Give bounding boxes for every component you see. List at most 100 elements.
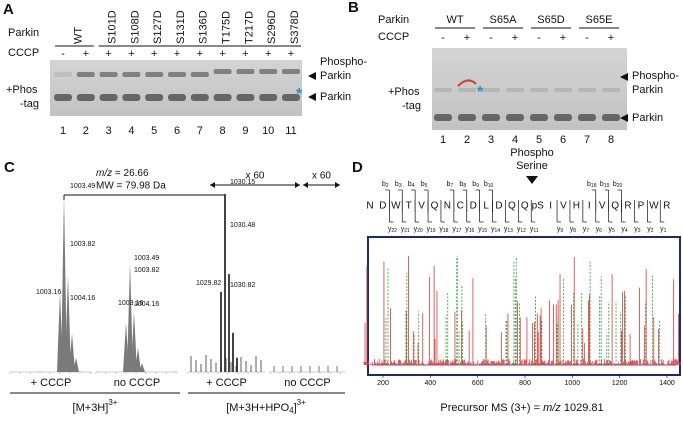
ion-tail: ] <box>294 402 297 414</box>
peak <box>139 363 145 372</box>
band <box>482 114 500 121</box>
panel-letter: D <box>352 159 363 176</box>
residue: Q <box>521 201 529 212</box>
gel-label: +Phos <box>6 84 38 96</box>
y-ion: y20 <box>414 226 423 234</box>
ion-index: 7 <box>586 228 589 234</box>
ion-index: 5 <box>612 228 615 234</box>
peak <box>135 347 141 372</box>
band-label: Parkin <box>320 91 351 103</box>
lane-number: 8 <box>220 125 226 137</box>
b-ion: b19 <box>600 181 610 189</box>
band <box>168 72 186 77</box>
y-ion: y13 <box>504 226 513 234</box>
band <box>168 94 186 101</box>
asterisk: * <box>477 84 484 101</box>
band <box>190 72 209 77</box>
lane-number: 6 <box>174 125 180 137</box>
peak-label: 1003.49 <box>134 255 159 262</box>
peak-label: 1030.15 <box>230 179 255 186</box>
lane-number: 9 <box>242 125 248 137</box>
band <box>282 94 300 101</box>
ion-letter: b <box>459 181 463 188</box>
band <box>506 88 524 92</box>
cccp-sign: + <box>83 48 89 60</box>
group-label: S65D <box>537 14 565 26</box>
ion-letter: y <box>660 226 664 233</box>
b-ion: b3 <box>395 181 402 189</box>
peak <box>65 274 71 372</box>
b-ion: b7 <box>447 181 454 189</box>
ion-base: [M+3H] <box>73 402 109 414</box>
condition: + CCCP <box>31 377 72 389</box>
band <box>434 114 452 121</box>
ion-letter: y <box>414 226 418 233</box>
x-tick-label: 600 <box>472 380 484 387</box>
peak-label: 1029.82 <box>196 280 221 287</box>
band <box>259 94 278 101</box>
band <box>506 114 524 121</box>
y-ion: y15 <box>478 226 487 234</box>
residue: N <box>444 201 451 212</box>
ion-index: 18 <box>443 228 449 234</box>
band <box>259 69 278 74</box>
ion-letter: y <box>621 226 625 233</box>
lane-label: S101D <box>107 10 119 44</box>
site-label: Phospho <box>510 147 553 159</box>
lane-label: S378D <box>289 10 301 44</box>
b-ion: b9 <box>472 181 479 189</box>
arrowhead <box>620 73 628 81</box>
band <box>76 72 95 77</box>
band <box>213 94 232 101</box>
band <box>434 88 452 92</box>
ion-index: 4 <box>412 183 415 189</box>
ion-letter: b <box>408 181 412 188</box>
band <box>122 72 141 77</box>
row-label: Parkin <box>378 14 409 26</box>
y-ion: y4 <box>621 226 628 234</box>
group-label: S65A <box>490 14 518 26</box>
band <box>458 88 476 92</box>
ion-index: 9 <box>476 183 479 189</box>
residue: V <box>599 201 606 212</box>
gel-label: -tag <box>402 100 421 112</box>
cccp-sign: + <box>174 48 180 60</box>
residue: Q <box>508 201 516 212</box>
lane-label: S108D <box>129 10 141 44</box>
band <box>458 114 476 121</box>
b-ion: b18 <box>587 181 597 189</box>
ion-label: [M+3H+HPO4]3+ <box>226 398 306 415</box>
residue: D <box>379 201 386 212</box>
ion-sup: 3+ <box>297 398 306 407</box>
lane-number: 1 <box>440 134 446 146</box>
ion-sub: 4 <box>289 406 294 415</box>
arrowhead <box>308 93 316 101</box>
y-ion: y19 <box>427 226 436 234</box>
band <box>602 114 620 121</box>
band <box>145 94 164 101</box>
row-label: CCCP <box>378 31 409 43</box>
lane-number: 4 <box>512 134 518 146</box>
ion-index: 3 <box>399 183 402 189</box>
row-label: Parkin <box>8 27 39 39</box>
ion-letter: y <box>609 226 613 233</box>
b-ion: b4 <box>408 181 415 189</box>
peak <box>232 332 234 372</box>
mz-value: = 26.66 <box>112 168 149 179</box>
band <box>236 94 255 101</box>
ion-index: 2 <box>386 183 389 189</box>
band <box>213 69 232 74</box>
residue: R <box>663 201 670 212</box>
gel-label: +Phos <box>388 86 420 98</box>
residue: H <box>573 201 580 212</box>
lane-number: 3 <box>488 134 494 146</box>
peak <box>236 357 238 372</box>
y-ion: y21 <box>401 226 410 234</box>
ion-index: 8 <box>573 228 576 234</box>
band <box>578 88 596 92</box>
band <box>282 69 300 74</box>
lane-number: 3 <box>106 125 112 137</box>
lane-number: 7 <box>197 125 203 137</box>
condition: + CCCP <box>206 377 247 389</box>
ion-label: [M+3H]3+ <box>73 398 118 414</box>
